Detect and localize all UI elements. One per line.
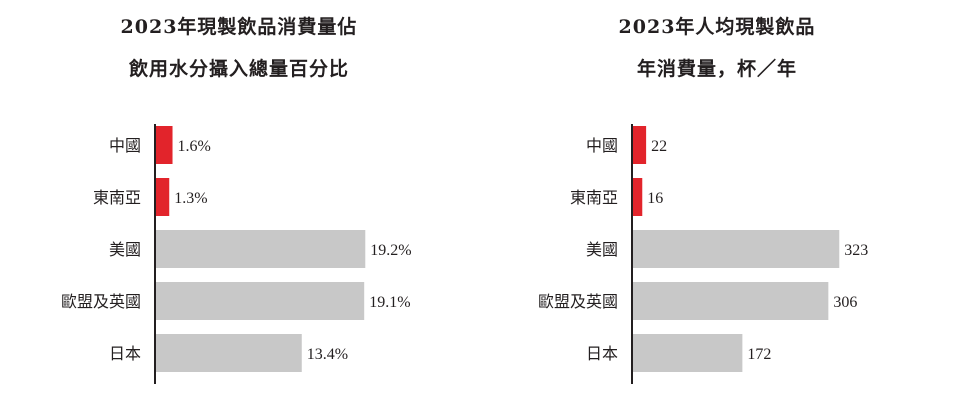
value-label: 19.1% (369, 294, 410, 311)
bar-0 (632, 126, 647, 164)
chart-title-line2: 年消費量，杯／年 (636, 58, 797, 80)
bar-2 (155, 230, 366, 268)
chart-title-line1: 2023年人均現製飲品 (618, 16, 816, 38)
value-label: 306 (833, 294, 857, 311)
category-label: 歐盟及英國 (538, 292, 618, 311)
category-label: 東南亞 (570, 188, 618, 207)
bar-4 (155, 334, 302, 372)
chart-title-line1: 2023年現製飲品消費量佔 (120, 16, 358, 38)
bar-1 (632, 178, 643, 216)
bar-3 (155, 282, 365, 320)
value-label: 1.6% (178, 138, 211, 155)
bar-0 (155, 126, 173, 164)
category-label: 中國 (586, 136, 618, 155)
category-label: 歐盟及英國 (61, 292, 141, 311)
value-label: 13.4% (307, 346, 348, 363)
bar-4 (632, 334, 743, 372)
bar-1 (155, 178, 170, 216)
value-label: 16 (647, 190, 663, 207)
value-label: 19.2% (370, 242, 411, 259)
chart-panel-right: 2023年人均現製飲品 年消費量，杯／年 中國 22 東南亞 16 美國 323 歐盟及英國… (478, 0, 956, 408)
bar-3 (632, 282, 829, 320)
bar-2 (632, 230, 840, 268)
value-label: 22 (651, 138, 667, 155)
category-label: 日本 (109, 344, 141, 363)
value-label: 323 (844, 242, 868, 259)
chart-panel-left: 2023年現製飲品消費量佔 飲用水分攝入總量百分比 中國 1.6% 東南亞 1.3% 美… (61, 16, 412, 384)
bar-chart-right: 中國 22 東南亞 16 美國 323 歐盟及英國 306 日本 172 (538, 124, 868, 384)
bar-chart-left: 中國 1.6% 東南亞 1.3% 美國 19.2% 歐盟及英國 19.1% 日本 13.4% (61, 124, 412, 384)
value-label: 172 (747, 346, 771, 363)
value-label: 1.3% (174, 190, 207, 207)
category-label: 美國 (109, 240, 141, 259)
category-label: 美國 (586, 240, 618, 259)
category-label: 東南亞 (93, 188, 141, 207)
category-label: 中國 (109, 136, 141, 155)
chart-title-line2: 飲用水分攝入總量百分比 (128, 58, 349, 80)
category-label: 日本 (586, 344, 618, 363)
